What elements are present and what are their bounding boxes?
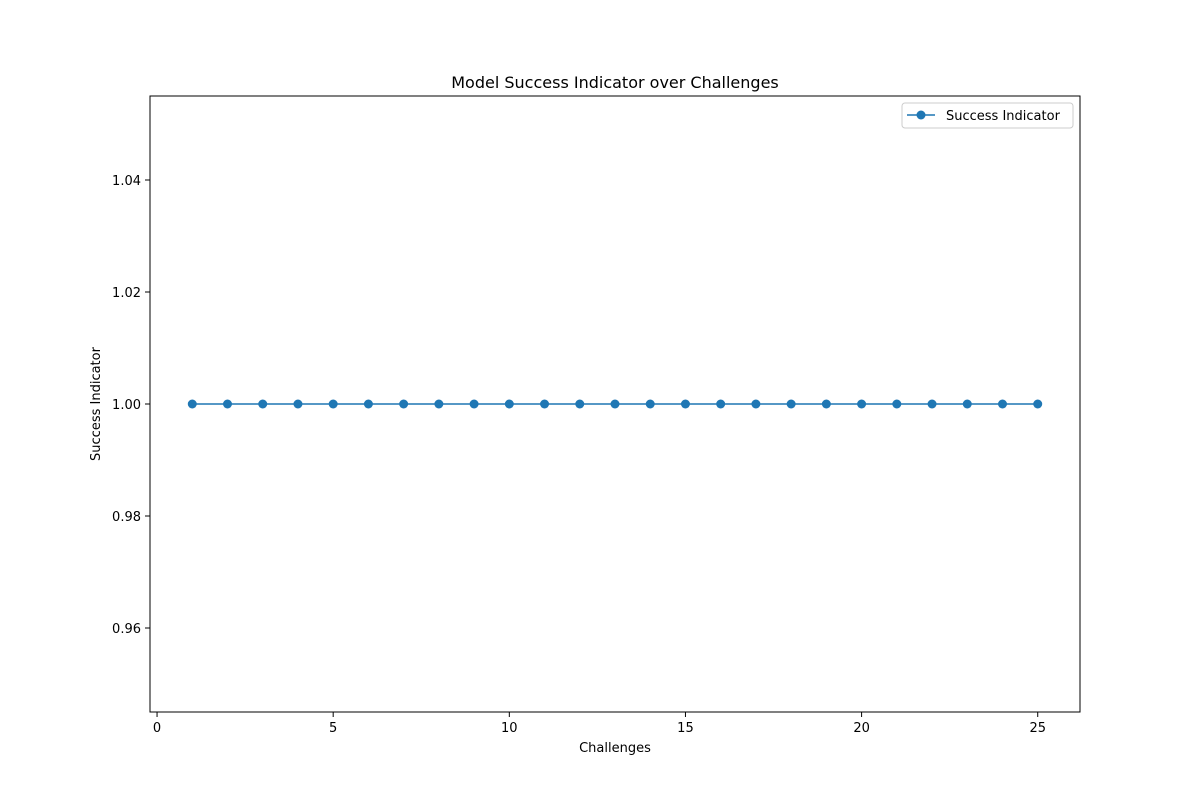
x-tick-label: 25 bbox=[1029, 721, 1046, 736]
y-tick-label: 0.96 bbox=[112, 622, 141, 637]
data-point bbox=[998, 399, 1007, 409]
data-point bbox=[328, 399, 338, 409]
data-point bbox=[187, 399, 197, 409]
data-point bbox=[786, 399, 796, 409]
x-tick-label: 20 bbox=[853, 721, 870, 736]
data-point bbox=[857, 399, 867, 409]
data-point bbox=[363, 399, 373, 409]
data-point bbox=[645, 399, 655, 409]
y-tick-label: 0.98 bbox=[112, 510, 141, 525]
y-axis: 0.96 0.98 1.00 1.02 1.04 bbox=[112, 174, 150, 637]
x-axis-label: Challenges bbox=[579, 741, 651, 756]
legend-frame bbox=[901, 102, 1074, 129]
legend: Success Indicator bbox=[901, 102, 1074, 129]
y-tick-label: 1.00 bbox=[112, 398, 141, 413]
data-point bbox=[469, 399, 479, 409]
chart-title: Model Success Indicator over Challenges bbox=[451, 73, 779, 92]
data-point bbox=[610, 399, 620, 409]
x-tick-label: 15 bbox=[677, 721, 694, 736]
data-point bbox=[434, 399, 444, 409]
data-point bbox=[399, 399, 409, 409]
data-point bbox=[821, 399, 831, 409]
legend-marker-swatch bbox=[916, 110, 926, 120]
y-tick-label: 1.02 bbox=[112, 286, 141, 301]
data-point bbox=[927, 399, 937, 409]
x-axis: 0 5 10 15 20 25 bbox=[153, 712, 1046, 736]
y-axis-label: Success Indicator bbox=[89, 346, 104, 461]
data-point bbox=[504, 399, 514, 409]
x-tick-label: 5 bbox=[329, 721, 337, 736]
data-point bbox=[258, 399, 268, 409]
plot-area bbox=[187, 399, 1043, 409]
data-point bbox=[680, 399, 690, 409]
data-point bbox=[293, 399, 303, 409]
data-point bbox=[962, 399, 972, 409]
data-point bbox=[540, 399, 550, 409]
data-point bbox=[892, 399, 902, 409]
x-tick-label: 0 bbox=[153, 721, 161, 736]
data-point bbox=[575, 399, 585, 409]
x-tick-label: 10 bbox=[501, 721, 518, 736]
data-point bbox=[223, 399, 232, 409]
data-point bbox=[716, 399, 726, 409]
y-tick-label: 1.04 bbox=[112, 174, 141, 189]
data-point bbox=[751, 399, 761, 409]
legend-label: Success Indicator bbox=[946, 109, 1061, 124]
data-point bbox=[1033, 399, 1043, 409]
